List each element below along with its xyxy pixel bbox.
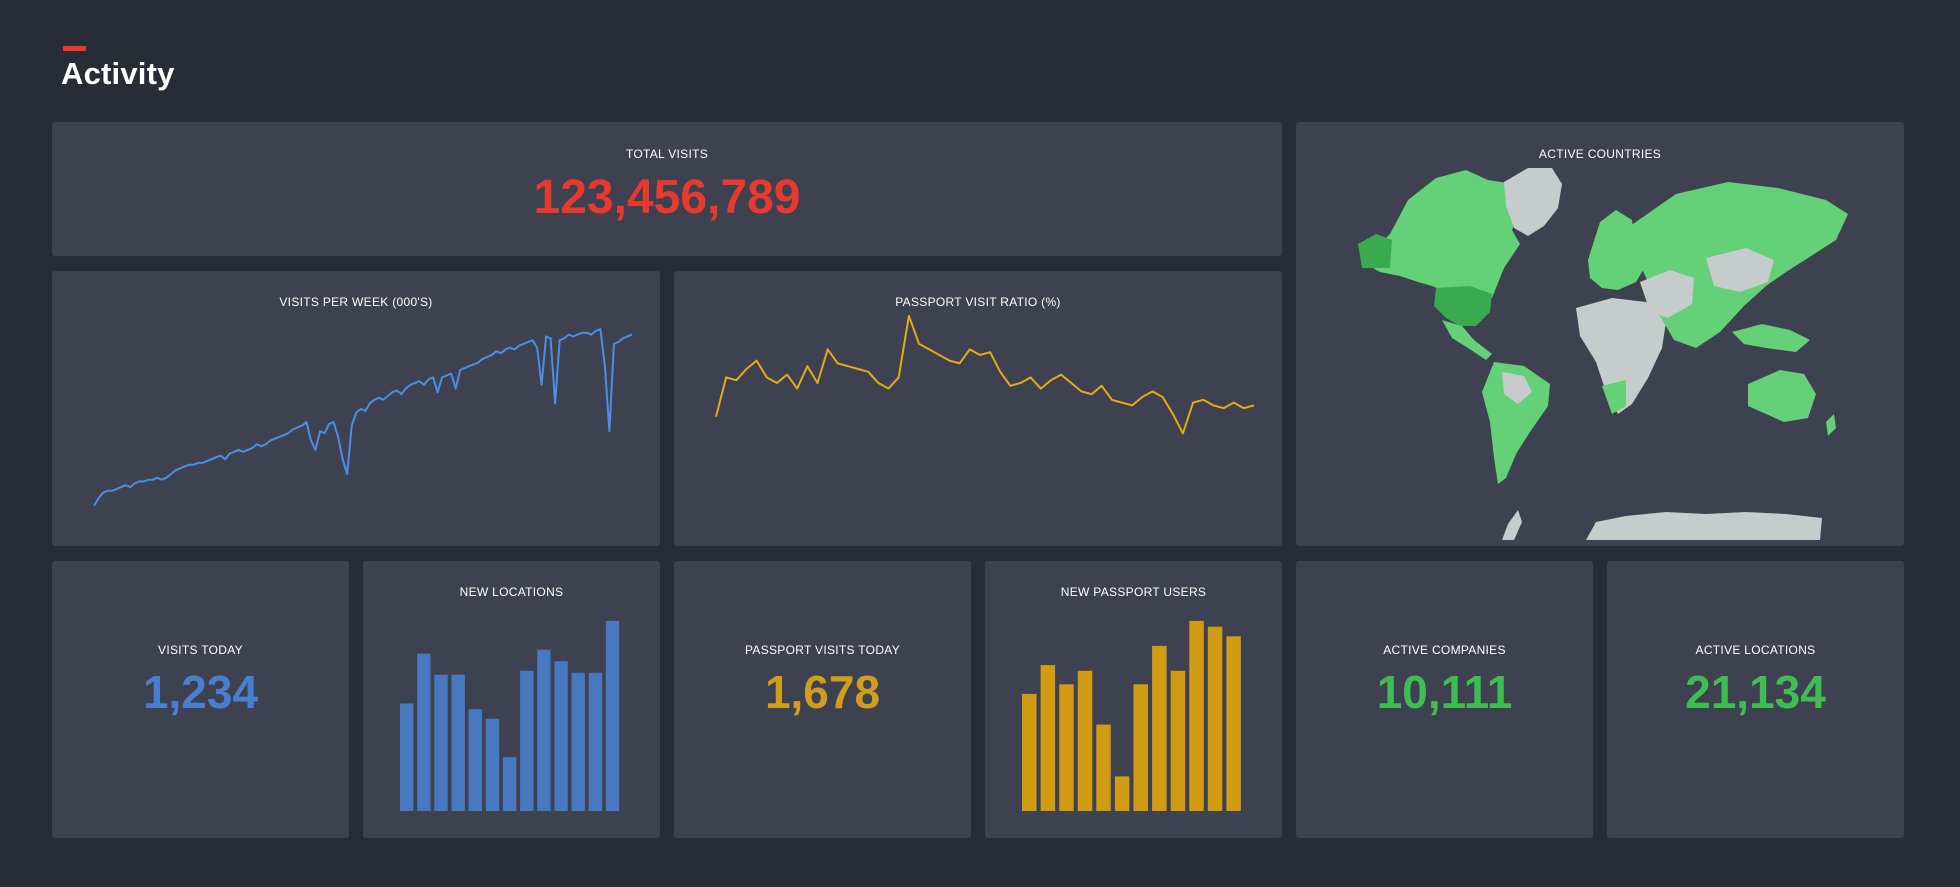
page-title: Activity bbox=[61, 56, 175, 91]
map-region-china bbox=[1706, 248, 1774, 292]
visits-today-label: VISITS TODAY bbox=[158, 643, 243, 657]
active-companies-value: 10,111 bbox=[1376, 666, 1513, 718]
map-region-south-america-inactive bbox=[1502, 372, 1532, 404]
map-region-antarctic-peninsula bbox=[1502, 510, 1522, 540]
new-locations-bar bbox=[605, 620, 620, 811]
visits-today-value: 1,234 bbox=[142, 666, 259, 718]
new-passport-users-bar bbox=[1189, 620, 1204, 811]
new-passport-users-bar bbox=[1133, 684, 1148, 811]
total-visits-label: TOTAL VISITS bbox=[625, 147, 709, 161]
new-locations-bar bbox=[554, 661, 568, 811]
world-map bbox=[1358, 168, 1848, 540]
map-region-south-america bbox=[1482, 362, 1550, 484]
passport-ratio-label: PASSPORT VISIT RATIO (%) bbox=[895, 295, 1061, 309]
new-locations-bar bbox=[520, 670, 534, 811]
active-locations-label: ACTIVE LOCATIONS bbox=[1695, 643, 1816, 657]
new-passport-users-bar bbox=[1040, 665, 1056, 811]
visits-today-card: VISITS TODAY 1,234 bbox=[52, 561, 349, 838]
new-locations-bar bbox=[417, 653, 431, 811]
active-companies-label: ACTIVE COMPANIES bbox=[1383, 643, 1506, 657]
map-region-mexico bbox=[1442, 320, 1492, 360]
passport-visits-today-label: PASSPORT VISITS TODAY bbox=[744, 643, 901, 657]
map-region-australia bbox=[1748, 370, 1816, 422]
passport-ratio-chart bbox=[715, 314, 1255, 435]
new-passport-users-chart bbox=[1022, 620, 1241, 811]
new-locations-bar bbox=[502, 757, 517, 811]
active-countries-label: ACTIVE COUNTRIES bbox=[1538, 147, 1662, 161]
visits-per-week-label: VISITS PER WEEK (000's) bbox=[279, 295, 433, 309]
map-region-alaska bbox=[1358, 234, 1392, 268]
new-locations-label: NEW LOCATIONS bbox=[459, 585, 564, 599]
map-region-africa-active bbox=[1602, 380, 1626, 414]
map-region-southeast-asia bbox=[1732, 324, 1810, 352]
new-passport-users-bar bbox=[1114, 776, 1130, 811]
active-companies-card: ACTIVE COMPANIES 10,111 bbox=[1296, 561, 1593, 838]
map-region-usa bbox=[1434, 286, 1492, 326]
map-region-middle-east bbox=[1640, 270, 1694, 318]
new-passport-users-bar bbox=[1226, 636, 1241, 811]
passport-ratio-card: PASSPORT VISIT RATIO (%) bbox=[674, 271, 1282, 546]
new-passport-users-bar bbox=[1059, 684, 1074, 811]
map-region-antarctica bbox=[1586, 512, 1822, 540]
new-passport-users-bar bbox=[1170, 670, 1186, 811]
map-region-new-zealand bbox=[1826, 414, 1836, 436]
map-region-north-america bbox=[1362, 170, 1522, 310]
new-locations-bar bbox=[434, 674, 448, 811]
active-locations-value: 21,134 bbox=[1685, 666, 1826, 718]
new-passport-users-bar bbox=[1096, 724, 1111, 811]
new-passport-users-bar bbox=[1207, 626, 1223, 811]
new-passport-users-label: NEW PASSPORT USERS bbox=[1060, 585, 1207, 599]
new-locations-bar bbox=[451, 674, 465, 811]
new-passport-users-card: NEW PASSPORT USERS bbox=[985, 561, 1282, 838]
new-locations-card: NEW LOCATIONS bbox=[363, 561, 660, 838]
new-locations-bar bbox=[468, 709, 482, 811]
map-region-greenland bbox=[1504, 168, 1562, 236]
map-region-africa bbox=[1576, 298, 1666, 414]
new-locations-bar bbox=[485, 718, 500, 811]
active-locations-card: ACTIVE LOCATIONS 21,134 bbox=[1607, 561, 1904, 838]
active-countries-card: ACTIVE COUNTRIES bbox=[1296, 122, 1904, 546]
title-accent-bar bbox=[63, 46, 86, 51]
new-locations-bar bbox=[537, 649, 551, 811]
new-locations-chart bbox=[400, 620, 620, 811]
new-locations-bar bbox=[400, 703, 414, 811]
total-visits-value: 123,456,789 bbox=[533, 171, 801, 224]
passport-visits-today-value: 1,678 bbox=[764, 666, 881, 718]
new-locations-bar bbox=[588, 672, 603, 811]
visits-per-week-chart bbox=[93, 328, 633, 507]
new-passport-users-bar bbox=[1077, 670, 1093, 811]
new-passport-users-bar bbox=[1152, 645, 1167, 811]
visits-per-week-line bbox=[93, 328, 633, 507]
total-visits-card: TOTAL VISITS 123,456,789 bbox=[52, 122, 1282, 256]
new-passport-users-bar bbox=[1022, 693, 1037, 811]
passport-ratio-line bbox=[715, 314, 1255, 435]
passport-visits-today-card: PASSPORT VISITS TODAY 1,678 bbox=[674, 561, 971, 838]
new-locations-bar bbox=[571, 672, 585, 811]
visits-per-week-card: VISITS PER WEEK (000's) bbox=[52, 271, 660, 546]
